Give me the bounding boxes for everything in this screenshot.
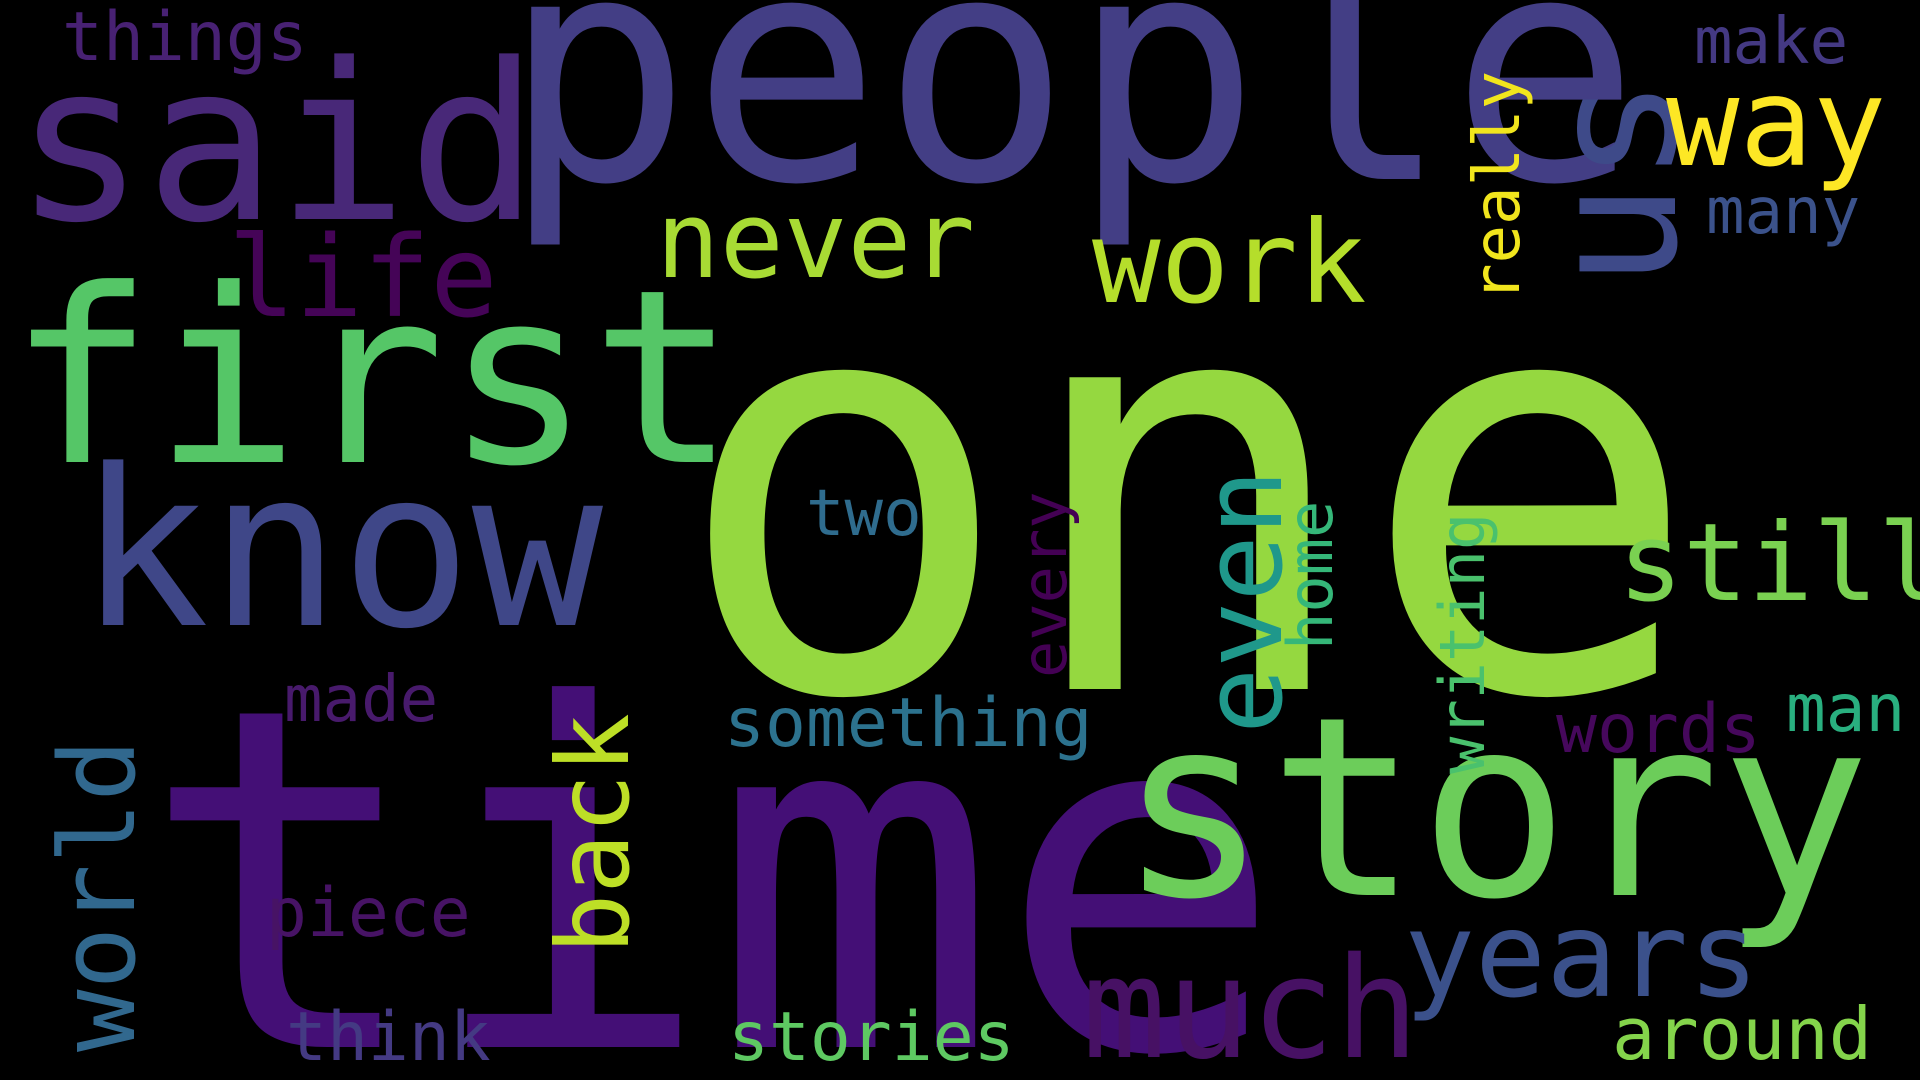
word-said: said [14, 18, 539, 271]
word-piece: piece [266, 874, 471, 953]
word-stories: stories [728, 998, 1015, 1077]
word-never: never [656, 179, 976, 302]
word-many: many [1706, 175, 1861, 249]
word-back: back [535, 713, 652, 954]
word-two: two [806, 477, 922, 551]
word-way: way [1666, 52, 1887, 194]
word-made: made [284, 663, 439, 737]
word-writing: writing [1426, 512, 1499, 774]
word-much: much [1082, 928, 1420, 1080]
word-things: things [62, 0, 308, 77]
word-people: people [502, 0, 1640, 254]
word-something: something [724, 684, 1093, 763]
word-first: first [8, 238, 737, 520]
word-world: world [37, 738, 159, 1052]
word-still: still [1618, 501, 1920, 626]
word-man: man [1786, 670, 1906, 747]
word-life: life [228, 213, 498, 343]
word-story: story [1118, 663, 1871, 954]
word-years: years [1404, 886, 1760, 1024]
word-words: words [1556, 690, 1761, 769]
word-know: know [78, 424, 603, 677]
word-think: think [286, 998, 491, 1077]
word-time: time [140, 607, 1284, 1080]
word-around: around [1612, 992, 1873, 1076]
word-really: really [1461, 70, 1535, 302]
word-make: make [1694, 5, 1849, 79]
word-work: work [1092, 196, 1367, 329]
word-every: every [1008, 491, 1081, 678]
word-one: one [672, 161, 1702, 824]
word-home: home [1274, 500, 1347, 650]
